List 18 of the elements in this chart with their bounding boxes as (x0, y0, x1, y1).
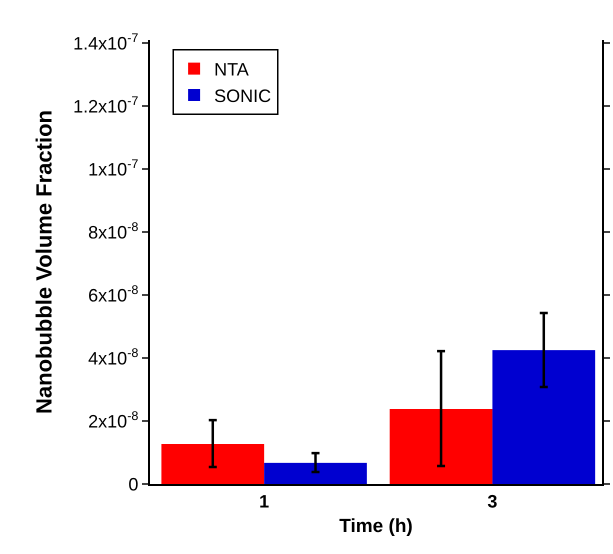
y-axis-title: Nanobubble Volume Fraction (31, 110, 56, 414)
legend-label: SONIC (214, 86, 272, 106)
bar (264, 462, 367, 484)
legend-label: NTA (214, 60, 249, 80)
bar (161, 444, 264, 484)
x-tick-label: 1 (259, 492, 270, 512)
y-tick-label: 1.2x10$^{-7}$ (73, 94, 138, 116)
x-tick-label: 3 (487, 492, 498, 512)
bar (492, 350, 596, 484)
y-tick-label: 4x10$^{-8}$ (88, 346, 138, 368)
bar (390, 409, 492, 484)
y-tick-label: 0 (128, 474, 138, 494)
y-tick-label: 8x10$^{-8}$ (88, 220, 138, 242)
x-axis-title: Time (h) (339, 516, 413, 537)
y-tick-label: 1x10$^{-7}$ (88, 156, 138, 180)
y-tick-label: 2x10$^{-8}$ (88, 408, 138, 432)
y-tick-label: 6x10$^{-8}$ (88, 282, 138, 306)
y-tick-label: 1.4x10$^{-7}$ (73, 30, 138, 54)
